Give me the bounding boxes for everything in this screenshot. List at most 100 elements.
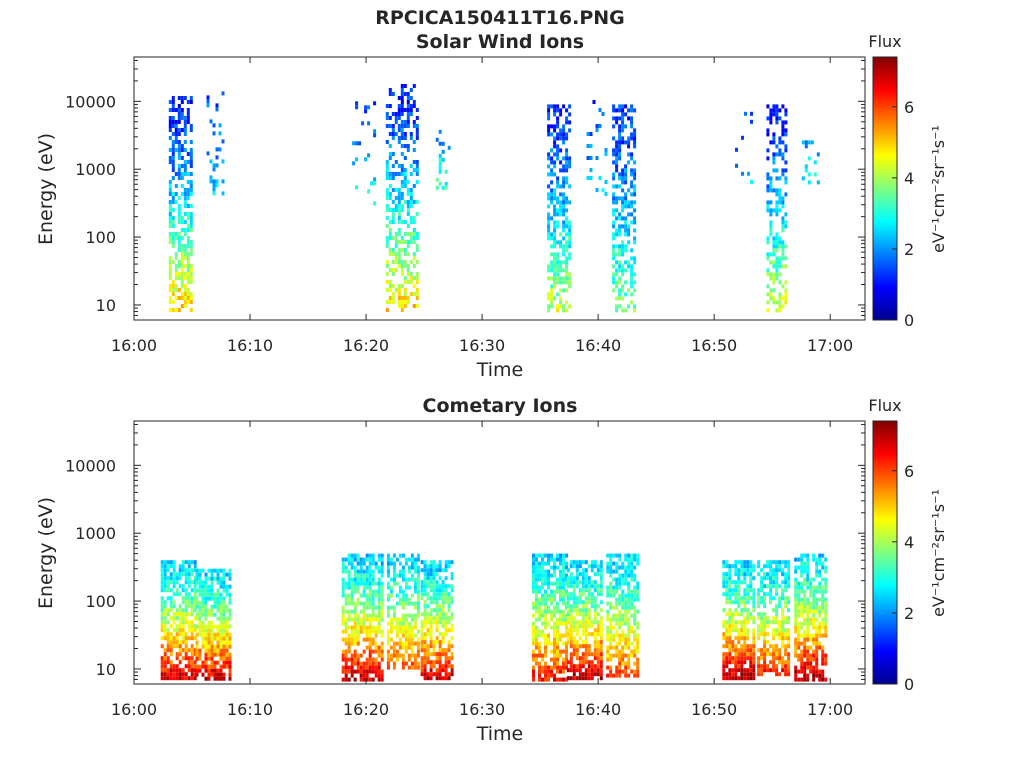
heatmap-cell [809,665,813,670]
heatmap-cell [752,596,756,601]
heatmap-cell [160,564,164,569]
heatmap-cell [447,145,451,150]
heatmap-cell [589,132,593,136]
heatmap-cell [398,653,402,658]
heatmap-cell [743,628,747,633]
heatmap-cell [353,677,357,682]
heatmap-cell [633,136,637,141]
heatmap-cell [565,553,568,558]
heatmap-cell [429,560,433,565]
heatmap-cell [722,652,726,657]
heatmap-cell [565,625,568,630]
heatmap-cell [550,232,554,237]
heatmap-cell [725,600,729,605]
heatmap-cell [763,644,767,649]
heatmap-cell [412,216,416,220]
heatmap-cell [612,236,616,241]
heatmap-cell [621,288,625,293]
heatmap-cell [624,112,628,117]
heatmap-cell [397,172,401,176]
heatmap-cell [621,617,625,622]
heatmap-cell [581,676,585,681]
heatmap-cell [397,212,401,216]
heatmap-cell [766,308,770,313]
heatmap-cell [821,657,825,662]
heatmap-cell [388,252,392,256]
x-tick-label: 16:10 [227,700,273,719]
heatmap-cell [752,640,756,645]
heatmap-cell [207,596,211,601]
heatmap-cell [809,621,813,626]
heatmap-cell [587,676,591,681]
heatmap-cell [572,600,576,605]
heatmap-cell [416,649,420,654]
heatmap-cell [728,632,732,637]
heatmap-cell [797,629,801,634]
heatmap-cell [535,653,538,658]
heatmap-cell [184,656,188,661]
heatmap-cell [815,585,819,590]
heatmap-cell [350,625,354,630]
heatmap-cell [221,91,225,96]
heatmap-cell [183,164,187,168]
heatmap-cell [803,669,807,674]
heatmap-cell [627,593,631,598]
heatmap-cell [596,564,600,569]
heatmap-cell [547,216,551,221]
heatmap-cell [775,232,779,237]
heatmap-cell [553,625,556,630]
heatmap-cell [797,581,801,586]
heatmap-cell [752,588,756,593]
heatmap-cell [627,553,631,558]
heatmap-cell [386,637,390,642]
heatmap-cell [413,601,417,606]
heatmap-cell [633,256,637,261]
heatmap-cell [821,633,825,638]
heatmap-cell [416,553,420,558]
heatmap-cell [359,617,363,622]
heatmap-cell [420,584,424,589]
heatmap-cell [624,164,628,169]
heatmap-cell [198,568,202,573]
heatmap-cell [207,644,211,649]
heatmap-cell [621,653,625,658]
heatmap-cell [781,264,785,269]
heatmap-cell [435,652,439,657]
heatmap-cell [207,568,211,573]
heatmap-cell [722,632,726,637]
heatmap-cell [769,116,773,121]
heatmap-cell [572,628,576,633]
heatmap-cell [174,136,178,140]
heatmap-cell [815,601,819,606]
heatmap-cell [429,632,433,637]
heatmap-cell [169,660,173,665]
heatmap-cell [365,637,369,642]
heatmap-cell [550,673,553,678]
heatmap-cell [568,284,572,289]
x-axis-ticks: 16:00 16:10 16:20 16:30 16:40 16:50 17:00 [111,421,853,719]
heatmap-cell [569,640,573,645]
heatmap-cell [757,648,761,653]
heatmap-cell [599,576,603,581]
heatmap-cell [420,596,424,601]
heatmap-cell [388,196,392,200]
heatmap-cell [184,632,188,637]
heatmap-cell [201,644,205,649]
heatmap-cell [633,585,637,590]
heatmap-cell [432,672,436,677]
heatmap-cell [409,216,413,220]
heatmap-cell [219,624,223,629]
heatmap-cell [344,657,348,662]
heatmap-cell [225,652,229,657]
heatmap-cell [368,637,372,642]
heatmap-cell [222,656,226,661]
heatmap-cell [578,624,582,629]
heatmap-cell [763,636,767,641]
heatmap-cell [178,576,182,581]
heatmap-cell [380,673,384,678]
heatmap-cell [784,112,788,117]
heatmap-cell [725,636,729,641]
heatmap-cell [593,604,597,609]
heatmap-cell [204,572,208,577]
heatmap-cell [553,637,556,642]
